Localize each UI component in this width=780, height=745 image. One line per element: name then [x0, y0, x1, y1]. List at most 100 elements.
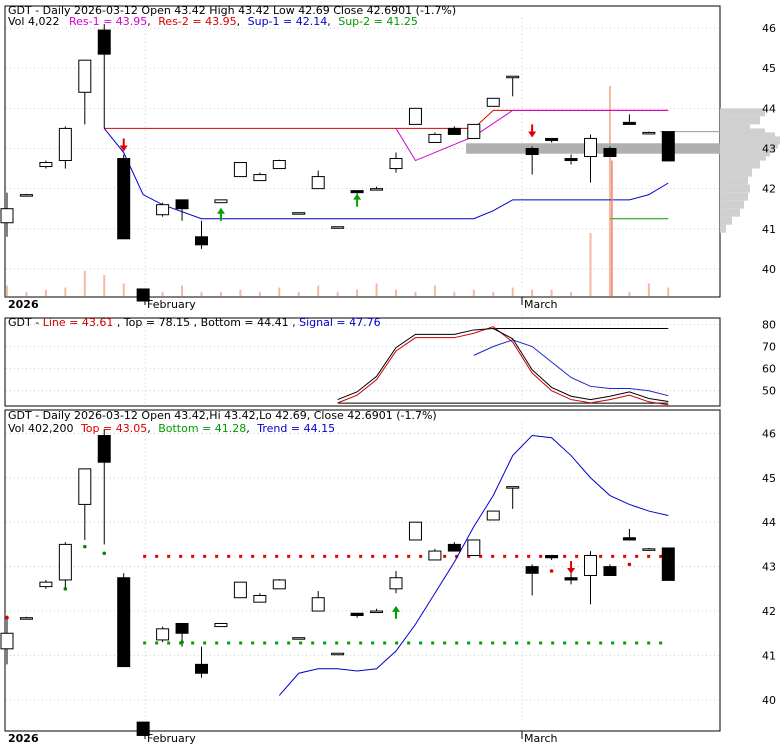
candle-body — [486, 510, 500, 521]
y-tick-label: 41 — [762, 223, 776, 236]
candle-body — [233, 581, 247, 599]
candle-body — [19, 617, 33, 620]
candle-body — [525, 147, 539, 156]
volume-profile-bar — [720, 140, 778, 149]
x-label-february: February — [147, 298, 196, 311]
volume-bar — [336, 291, 339, 296]
candle-body — [19, 194, 33, 197]
trend-panel-legend: Vol 402,200 Top = 43.05, Bottom = 41.28,… — [8, 422, 335, 435]
y-tick-label: 45 — [762, 62, 776, 75]
y-tick-label: 40 — [762, 694, 776, 707]
volume-bar — [317, 285, 320, 296]
sell-arrow-head — [119, 145, 128, 152]
volume-bar — [83, 270, 86, 296]
candle-body — [545, 137, 559, 141]
candle-body — [39, 162, 53, 168]
volume-bar — [492, 291, 495, 296]
candle-body — [428, 550, 442, 561]
res2-label: Res-2 = 43.95 — [158, 15, 236, 28]
candle-body — [331, 226, 345, 229]
volume-bar — [6, 285, 8, 296]
candle-body — [545, 555, 559, 559]
volume-profile-bar — [720, 192, 748, 201]
y-tick-label: 80 — [762, 318, 776, 331]
signal-arrows — [119, 124, 613, 296]
line-label: Line = 43.61 — [43, 316, 114, 329]
y-tick-label: 50 — [762, 385, 776, 398]
candle-body — [0, 208, 14, 224]
candle-body — [136, 288, 150, 302]
candle-body — [331, 652, 345, 656]
candle-body — [350, 612, 364, 616]
price-panel-title: GDT - Daily 2026-03-12 Open 43.42 High 4… — [8, 4, 456, 17]
candle-body — [564, 577, 578, 581]
x-label-march-lower: March — [524, 732, 558, 745]
oscillator-line — [337, 326, 669, 406]
volume-bar — [395, 289, 397, 296]
candle-body — [117, 577, 131, 668]
candle-body — [661, 131, 675, 162]
candle-body — [603, 566, 617, 576]
candle-body — [58, 127, 72, 162]
trend-panel-frame — [4, 409, 721, 732]
candle-body — [156, 628, 170, 641]
volume-profile-bar — [720, 168, 752, 177]
y-tick-label: 44 — [762, 102, 776, 115]
res1-label: Res-1 = 43.95 — [69, 15, 147, 28]
signal-label: , Signal = 47.76 — [292, 316, 380, 329]
volume-bar — [628, 291, 631, 296]
candle-body — [214, 622, 228, 628]
candle-body — [370, 188, 384, 191]
volume-profile-bar — [720, 144, 775, 153]
volume-bar — [258, 291, 261, 296]
volume-bar — [25, 291, 28, 296]
y-tick-label: 40 — [762, 263, 776, 276]
candle-body — [350, 190, 364, 194]
x-label-year-lower: 2026 — [8, 732, 39, 745]
volume-profile-bar — [720, 136, 780, 145]
y-tick-label: 46 — [762, 22, 776, 35]
candle-body — [486, 97, 500, 107]
y-tick-label: 60 — [762, 363, 776, 376]
price-panel-grid — [6, 18, 719, 289]
volume-bar — [44, 289, 47, 296]
candle-body — [195, 663, 208, 674]
signal-dot — [180, 640, 184, 644]
oscillator-name: GDT - — [8, 316, 43, 329]
volume-profile-bar — [720, 128, 765, 137]
price-panel-legend: Vol 4,022 Res-1 = 43.95, Res-2 = 43.95, … — [8, 15, 418, 28]
candle-body — [233, 162, 247, 178]
candle-body — [428, 133, 442, 143]
candle-body — [584, 555, 597, 576]
volume-profile-bar — [720, 200, 744, 209]
volume-bar — [356, 289, 359, 296]
candle-body — [622, 121, 636, 125]
volume-profile-bar — [720, 108, 765, 117]
candle-body — [661, 547, 675, 581]
volume-bar — [414, 291, 417, 296]
volume-bar — [647, 283, 650, 296]
y-tick-label: 70 — [762, 341, 776, 354]
volume-bar — [531, 289, 534, 296]
candle-body — [447, 543, 461, 552]
volume-bar — [297, 291, 300, 296]
volume-bar — [433, 285, 436, 296]
volume-bar — [511, 287, 514, 296]
candle-body — [584, 137, 597, 158]
volume-profile-bar — [720, 148, 770, 157]
candle-body — [0, 632, 14, 650]
candle-body — [447, 127, 461, 135]
candle-body — [408, 107, 422, 125]
candle-body — [525, 566, 539, 574]
trend-panel-title: GDT - Daily 2026-03-12 Open 43.42,Hi 43.… — [8, 409, 437, 422]
candle-body — [642, 131, 656, 135]
volume-profile-bar — [720, 224, 726, 233]
candle-body — [272, 579, 286, 590]
bottom-label: , Bottom = 44.41 — [194, 316, 289, 329]
trend-panel-candles — [0, 428, 675, 736]
volume-profile-bar — [720, 216, 732, 225]
candle-body — [136, 721, 150, 736]
y-tick-label: 41 — [762, 649, 776, 662]
y-tick-label: 46 — [762, 427, 776, 440]
